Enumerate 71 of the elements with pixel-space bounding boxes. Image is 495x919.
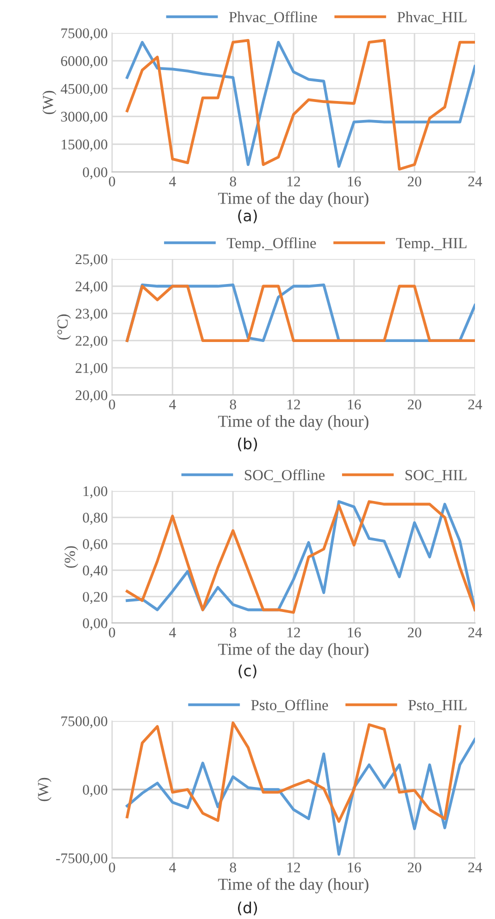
- legend-label: Temp._Offline: [226, 237, 316, 252]
- y-axis-title: (°C): [57, 314, 71, 340]
- x-tick-label: 8: [230, 628, 236, 638]
- x-axis-title: Time of the day (hour): [218, 415, 368, 430]
- x-tick-label: 20: [408, 176, 422, 186]
- x-tick-label: 12: [287, 400, 300, 410]
- x-tick-label: 24: [468, 176, 482, 186]
- legend-label: Psto_HIL: [408, 700, 466, 712]
- y-tick-label: 1500,00: [62, 140, 108, 152]
- legend-label: SOC_Offline: [244, 469, 325, 482]
- x-tick-label: 4: [169, 628, 176, 638]
- x-tick-label: 16: [348, 400, 361, 410]
- y-tick-label: 0,80: [82, 512, 108, 525]
- x-tick-label: 24: [468, 862, 482, 872]
- text: (d): [238, 902, 257, 916]
- legend-label: SOC_HIL: [406, 470, 466, 482]
- x-tick-label: 20: [408, 862, 422, 872]
- y-axis-title: (W): [42, 90, 56, 114]
- y-tick-label: 0,00: [82, 167, 108, 180]
- y-tick-label: 23,00: [76, 308, 108, 321]
- y-axis-title: (%): [64, 546, 78, 568]
- y-tick-label: 25,00: [76, 254, 108, 266]
- y-tick-label: 6000,00: [61, 56, 108, 68]
- legend-label: Phvac_Offline: [229, 11, 317, 24]
- x-tick-label: 4: [169, 176, 176, 186]
- x-tick-label: 0: [108, 628, 116, 638]
- x-tick-label: 12: [287, 628, 300, 638]
- y-tick-label: -7500,00: [56, 853, 108, 866]
- legend-label: Phvac_HIL: [397, 12, 466, 24]
- y-tick-label: 1,00: [84, 486, 108, 498]
- y-tick-label: 7500,00: [61, 716, 108, 728]
- x-tick-label: 8: [230, 176, 236, 186]
- x-tick-label: 24: [468, 628, 482, 638]
- y-axis-title: (W): [38, 778, 52, 802]
- y-tick-label: 0,00: [82, 784, 108, 797]
- y-tick-label: 0,20: [82, 592, 108, 604]
- x-tick-label: 8: [230, 862, 236, 872]
- x-tick-label: 0: [108, 400, 116, 410]
- x-axis-title: Time of the day (hour): [218, 878, 368, 894]
- y-tick-label: 22,00: [76, 336, 108, 348]
- x-axis-title: Time of the day (hour): [218, 643, 368, 658]
- y-tick-label: 21,00: [76, 363, 108, 376]
- x-tick-label: 24: [468, 400, 482, 410]
- x-tick-label: 8: [230, 400, 236, 410]
- x-tick-label: 16: [348, 176, 361, 186]
- y-tick-label: 4500,00: [60, 84, 108, 96]
- y-tick-label: 7500,00: [61, 28, 108, 40]
- x-tick-label: 16: [348, 628, 361, 638]
- text: (c): [238, 664, 256, 678]
- text: (a): [238, 210, 257, 224]
- text: (b): [238, 438, 257, 452]
- x-tick-label: 20: [408, 400, 422, 410]
- x-tick-label: 0: [108, 176, 116, 186]
- y-tick-label: 0,00: [82, 618, 108, 630]
- x-tick-label: 20: [408, 628, 422, 638]
- x-tick-label: 12: [287, 862, 300, 872]
- y-tick-label: 20,00: [76, 390, 108, 402]
- x-tick-label: 16: [348, 862, 361, 872]
- y-tick-label: 0,60: [82, 539, 108, 552]
- x-tick-label: 4: [169, 862, 176, 872]
- x-tick-label: 4: [169, 400, 176, 410]
- x-axis-title: Time of the day (hour): [218, 192, 368, 208]
- y-tick-label: 24,00: [76, 282, 108, 294]
- x-tick-label: 12: [287, 176, 300, 186]
- line-series: [126, 738, 475, 856]
- x-tick-label: 0: [108, 862, 116, 872]
- legend-label: Psto_Offline: [251, 699, 328, 712]
- y-tick-label: 3000,00: [61, 112, 108, 124]
- line-series: [126, 721, 462, 823]
- y-tick-label: 0,40: [82, 566, 108, 578]
- legend-label: Temp._HIL: [396, 238, 466, 252]
